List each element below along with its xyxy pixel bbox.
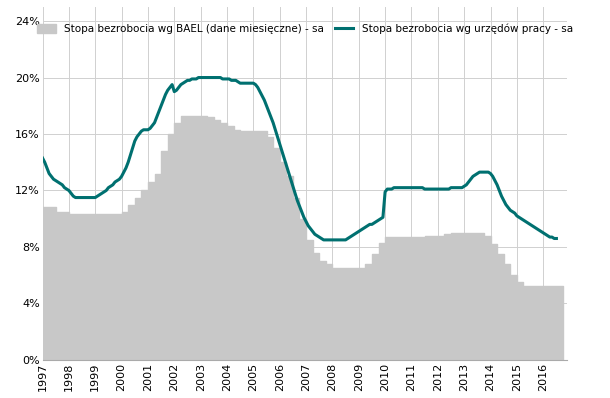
Legend: Stopa bezrobocia wg BAEL (dane miesięczne) - sa, Stopa bezrobocia wg urzędów pra: Stopa bezrobocia wg BAEL (dane miesięczn… xyxy=(33,19,577,38)
